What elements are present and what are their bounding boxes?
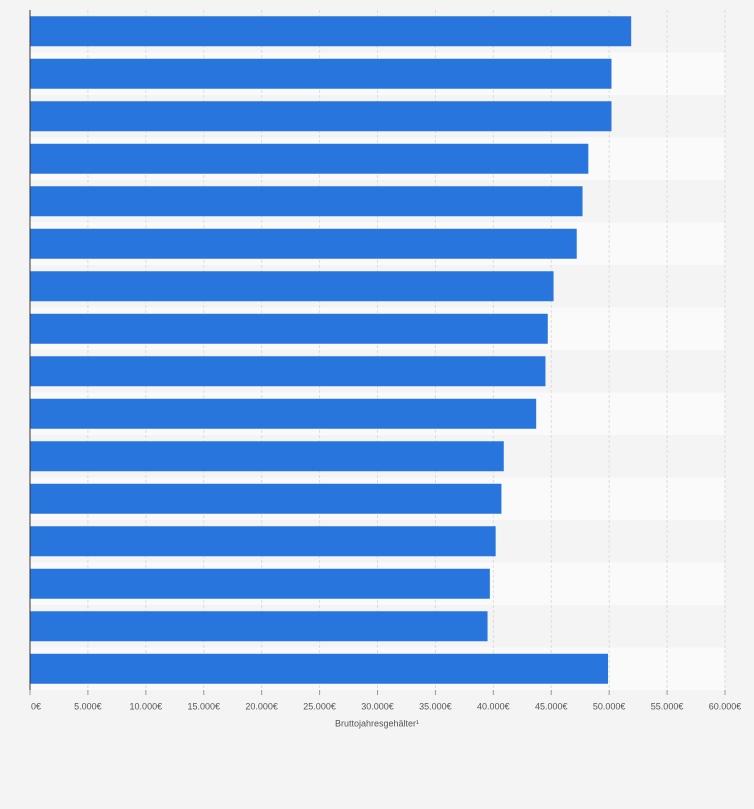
bar bbox=[30, 101, 612, 132]
bar bbox=[30, 398, 537, 429]
x-tick-label: 20.000€ bbox=[245, 701, 278, 711]
bar bbox=[30, 568, 490, 599]
x-tick-label: 45.000€ bbox=[535, 701, 568, 711]
x-tick-label: 30.000€ bbox=[361, 701, 394, 711]
x-tick-label: 55.000€ bbox=[651, 701, 684, 711]
bar bbox=[30, 271, 554, 302]
bar bbox=[30, 526, 496, 557]
bar bbox=[30, 16, 632, 47]
x-tick-label: 35.000€ bbox=[419, 701, 452, 711]
bar bbox=[30, 58, 612, 89]
x-tick-label: 5.000€ bbox=[74, 701, 102, 711]
x-tick-label: 40.000€ bbox=[477, 701, 510, 711]
bar bbox=[30, 653, 609, 684]
bar bbox=[30, 313, 548, 344]
x-tick-label: 15.000€ bbox=[187, 701, 220, 711]
bar bbox=[30, 441, 504, 472]
x-tick-label: 10.000€ bbox=[130, 701, 163, 711]
bar bbox=[30, 483, 502, 514]
bar bbox=[30, 186, 583, 217]
bar bbox=[30, 611, 488, 642]
bar bbox=[30, 143, 589, 174]
x-tick-label: 25.000€ bbox=[303, 701, 336, 711]
x-tick-label: 0€ bbox=[31, 701, 41, 711]
bar bbox=[30, 356, 546, 387]
x-tick-label: 50.000€ bbox=[593, 701, 626, 711]
bar bbox=[30, 228, 577, 259]
x-tick-label: 60.000€ bbox=[709, 701, 742, 711]
x-axis-title: Bruttojahresgehälter¹ bbox=[335, 718, 419, 728]
